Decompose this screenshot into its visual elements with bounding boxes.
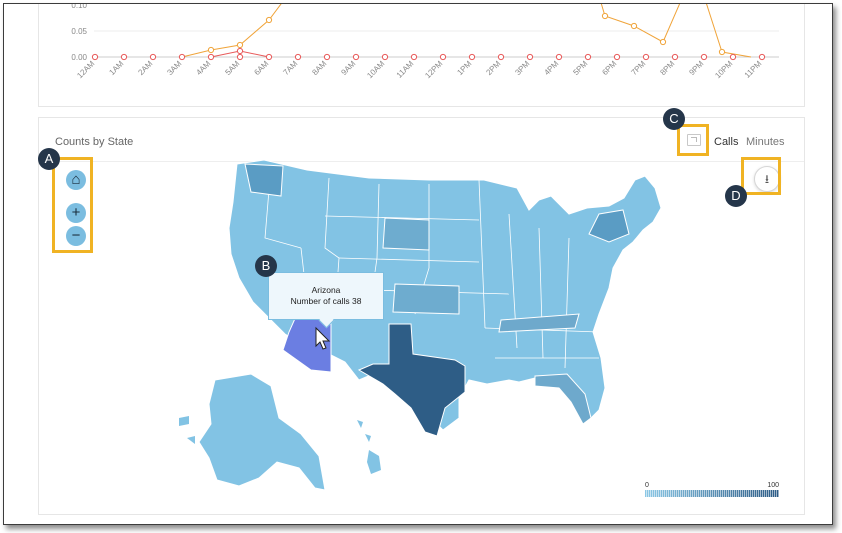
series-point bbox=[439, 53, 447, 61]
callout-marker-c: C bbox=[663, 108, 685, 130]
x-tick-label: 5AM bbox=[223, 59, 241, 77]
state-hawaii bbox=[357, 420, 381, 474]
x-tick-label: 9PM bbox=[687, 59, 705, 77]
callout-marker-b: B bbox=[255, 255, 277, 277]
series-point bbox=[120, 53, 128, 61]
x-tick-label: 10AM bbox=[365, 59, 386, 80]
series-point bbox=[700, 53, 708, 61]
callout-box-c bbox=[677, 124, 709, 156]
x-tick-label: 12AM bbox=[75, 59, 96, 80]
series-point bbox=[671, 53, 679, 61]
state-south-dakota bbox=[382, 217, 430, 251]
x-tick-label: 11PM bbox=[743, 59, 764, 80]
y-tick-label: 0.05 bbox=[71, 27, 87, 36]
export-icon[interactable] bbox=[687, 134, 701, 146]
x-tick-label: 12PM bbox=[423, 59, 444, 80]
series-point bbox=[91, 53, 99, 61]
minutes-toggle[interactable]: Minutes bbox=[746, 136, 785, 148]
legend-min-label: 0 bbox=[645, 482, 649, 489]
state-new-york bbox=[588, 209, 630, 243]
alaska-islands bbox=[179, 416, 195, 444]
series-point bbox=[236, 47, 244, 55]
series-point bbox=[323, 53, 331, 61]
x-tick-label: 1PM bbox=[455, 59, 473, 77]
state-florida bbox=[534, 373, 592, 425]
state-kansas bbox=[392, 283, 460, 315]
series-point bbox=[526, 53, 534, 61]
color-legend: 0 100 bbox=[645, 482, 779, 497]
series-point bbox=[381, 53, 389, 61]
x-tick-label: 2PM bbox=[484, 59, 502, 77]
x-tick-label: 5PM bbox=[571, 59, 589, 77]
state-alaska bbox=[198, 373, 326, 491]
series-point bbox=[207, 46, 215, 54]
series-point bbox=[207, 53, 215, 61]
x-tick-label: 1AM bbox=[107, 59, 125, 77]
x-tick-label: 2AM bbox=[136, 59, 154, 77]
download-icon[interactable]: ⭳ bbox=[754, 166, 780, 192]
callout-box-d bbox=[741, 157, 781, 195]
panel-divider bbox=[39, 161, 804, 162]
series-point bbox=[410, 53, 418, 61]
callout-marker-a: A bbox=[38, 148, 60, 170]
screenshot-frame: 0.10 0.05 0.00 12AM 1AM 2AM 3AM 4AM 5AM 6AM 7AM 8A… bbox=[3, 3, 833, 525]
x-tick-label: 10PM bbox=[713, 59, 734, 80]
series-point bbox=[555, 53, 563, 61]
state-washington bbox=[244, 163, 284, 197]
series-point bbox=[758, 53, 766, 61]
series-point bbox=[294, 53, 302, 61]
series-point bbox=[642, 53, 650, 61]
home-icon[interactable]: ⌂ bbox=[66, 170, 86, 190]
series-point bbox=[236, 53, 244, 61]
x-tick-label: 6AM bbox=[252, 59, 270, 77]
series-point bbox=[265, 53, 273, 61]
x-tick-label: 3PM bbox=[513, 59, 531, 77]
series-point bbox=[659, 38, 667, 46]
orange-series-line bbox=[181, 4, 752, 58]
callout-box-a bbox=[52, 157, 93, 253]
series-point bbox=[584, 53, 592, 61]
series-point bbox=[630, 22, 638, 30]
series-point bbox=[601, 12, 609, 20]
mouse-cursor-icon bbox=[315, 326, 331, 350]
x-tick-label: 8PM bbox=[658, 59, 676, 77]
series-point bbox=[718, 48, 726, 56]
x-tick-label: 8AM bbox=[310, 59, 328, 77]
state-tooltip: Arizona Number of calls 38 bbox=[268, 272, 384, 320]
series-point bbox=[497, 53, 505, 61]
hourly-chart-panel: 0.10 0.05 0.00 12AM 1AM 2AM 3AM 4AM 5AM 6AM 7AM 8A… bbox=[38, 3, 805, 107]
tooltip-state-name: Arizona bbox=[311, 285, 341, 295]
usa-map bbox=[179, 159, 662, 491]
series-point bbox=[265, 16, 273, 24]
panel-title: Counts by State bbox=[55, 136, 134, 148]
hourly-line-chart: 0.10 0.05 0.00 12AM 1AM 2AM 3AM 4AM 5AM 6AM 7AM 8A… bbox=[71, 3, 779, 80]
y-tick-label: 0.00 bbox=[71, 53, 87, 62]
series-point bbox=[236, 41, 244, 49]
x-tick-label: 4PM bbox=[542, 59, 560, 77]
series-point bbox=[729, 53, 737, 61]
state-tennessee bbox=[498, 313, 580, 333]
counts-by-state-panel: Counts by State Calls Minutes ⌂ + − ⭳ bbox=[38, 117, 805, 515]
tooltip-metric: Number of calls 38 bbox=[290, 296, 362, 306]
legend-gradient-bar bbox=[645, 490, 779, 497]
zoom-in-button[interactable]: + bbox=[66, 203, 86, 223]
x-tick-label: 6PM bbox=[600, 59, 618, 77]
x-tick-label: 9AM bbox=[339, 59, 357, 77]
state-texas bbox=[357, 323, 466, 437]
series-point bbox=[149, 53, 157, 61]
series-point bbox=[178, 53, 186, 61]
legend-max-label: 100 bbox=[767, 482, 779, 489]
x-tick-label: 3AM bbox=[165, 59, 183, 77]
y-tick-label: 0.10 bbox=[71, 3, 87, 10]
series-point bbox=[613, 53, 621, 61]
x-tick-label: 7PM bbox=[629, 59, 647, 77]
x-tick-label: 4AM bbox=[194, 59, 212, 77]
series-point bbox=[468, 53, 476, 61]
zoom-out-button[interactable]: − bbox=[66, 226, 86, 246]
calls-toggle[interactable]: Calls bbox=[714, 136, 739, 148]
series-point bbox=[352, 53, 360, 61]
x-tick-label: 7AM bbox=[281, 59, 299, 77]
x-tick-label: 11AM bbox=[395, 59, 416, 80]
callout-marker-d: D bbox=[725, 185, 747, 207]
